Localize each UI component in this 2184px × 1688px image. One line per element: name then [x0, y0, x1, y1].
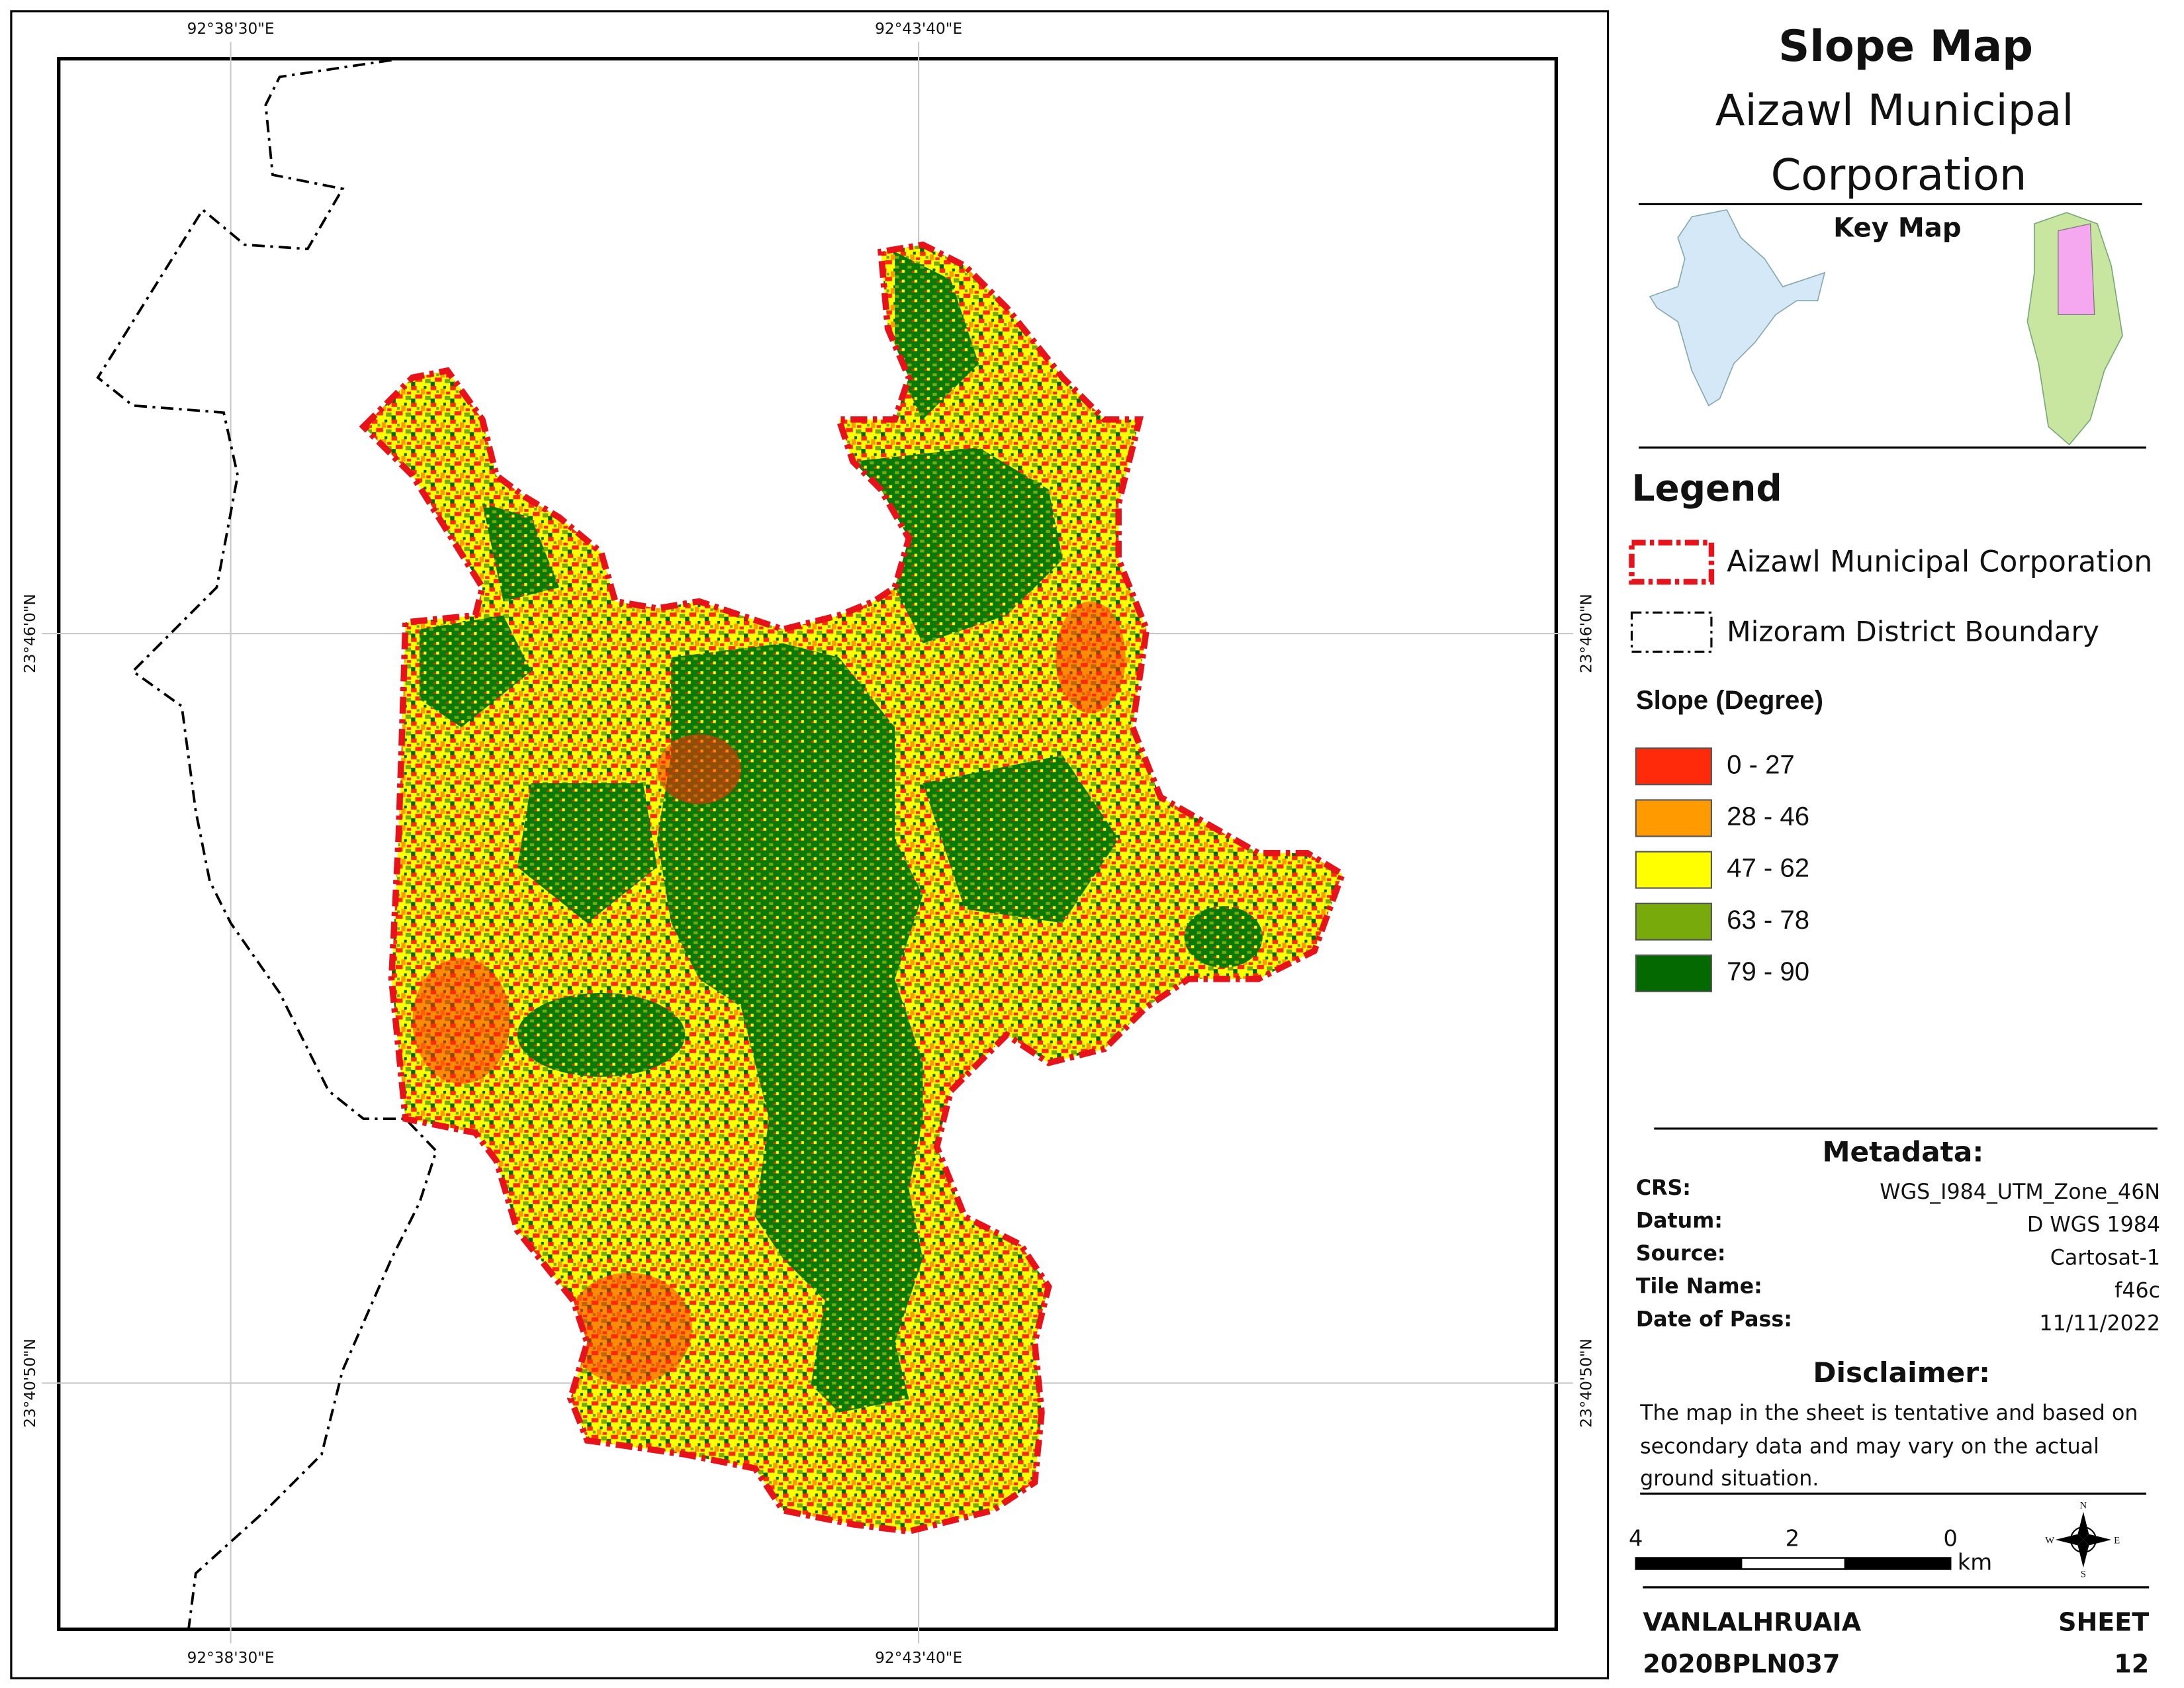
key-map-mizoram	[2026, 212, 2123, 446]
compass-label: N	[2080, 1501, 2087, 1511]
steep-zone	[852, 447, 1063, 643]
flat-zone	[566, 1272, 692, 1385]
slope-swatch	[1635, 902, 1712, 941]
grid-label: 92°43'40"E	[875, 1649, 962, 1667]
scale-label: 2	[1786, 1526, 1800, 1552]
scale-unit: km	[1958, 1549, 1992, 1575]
scale-bar: 4 2 0 km	[1629, 1526, 1992, 1575]
legend-swatch-amc	[1629, 539, 1715, 585]
grid-label: 92°38'30"E	[187, 20, 275, 38]
outer-frame	[10, 10, 1610, 1679]
steep-zone	[517, 783, 657, 923]
arrow-ring	[2070, 1526, 2097, 1554]
grid-label: 23°46'0"N	[1577, 594, 1595, 673]
metadata-title: Metadata:	[1822, 1135, 1983, 1168]
slope-swatch	[1635, 747, 1712, 786]
metadata-value: D WGS 1984	[2027, 1213, 2160, 1237]
key-map-india	[1649, 209, 1826, 406]
steep-zone	[923, 755, 1119, 923]
grid-labels: 92°38'30"E 92°43'40"E 92°38'30"E 92°43'4…	[21, 20, 1595, 1667]
author: VANLALHRUAIA	[1643, 1607, 1861, 1636]
steep-zones	[419, 252, 1263, 1413]
steep-zone	[1184, 906, 1263, 968]
compass-label: S	[2081, 1569, 2086, 1579]
flat-zone	[412, 958, 511, 1084]
slope-label: 79 - 90	[1727, 957, 1809, 986]
flat-zone	[1056, 601, 1126, 714]
metadata-key: Datum:	[1636, 1209, 1723, 1233]
steep-zone	[419, 615, 531, 727]
metadata-key: CRS:	[1636, 1176, 1691, 1200]
arrow-point	[2077, 1540, 2089, 1568]
roll-number: 2020BPLN037	[1643, 1650, 1840, 1679]
metadata-table: CRS: WGS_I984_UTM_Zone_46N Datum: D WGS 198…	[1636, 1176, 2160, 1336]
steep-zone	[657, 643, 923, 1413]
scale-bar-segment	[1635, 1558, 1743, 1570]
scale-label: 0	[1943, 1526, 1958, 1552]
slope-label: 0 - 27	[1727, 749, 1795, 779]
metadata-key: Source:	[1636, 1242, 1726, 1266]
scale-bar-segment	[1844, 1558, 1951, 1570]
sheet-number: 12	[2114, 1650, 2149, 1679]
compass-label: E	[2114, 1536, 2120, 1546]
key-map-aizawl	[2058, 223, 2095, 315]
steep-zone	[482, 503, 560, 602]
sheet-label: SHEET	[2058, 1607, 2149, 1636]
slope-label: 28 - 46	[1727, 802, 1809, 831]
metadata-value: Cartosat-1	[2050, 1246, 2160, 1270]
subtitle: Corporation	[1771, 150, 2027, 200]
legend-label: Aizawl Municipal Corporation	[1727, 545, 2152, 579]
metadata-key: Tile Name:	[1636, 1275, 1762, 1299]
steep-zone	[517, 993, 686, 1077]
steep-zone	[895, 252, 979, 420]
metadata-value: 11/11/2022	[2039, 1312, 2160, 1336]
key-map-title: Key Map	[1833, 212, 1961, 243]
flat-zones	[412, 601, 1126, 1385]
slope-swatch	[1635, 851, 1712, 889]
slope-swatch	[1635, 954, 1712, 992]
arrow-point	[2055, 1534, 2083, 1546]
grid-label: 92°38'30"E	[187, 1649, 275, 1667]
metadata-value: f46c	[2115, 1279, 2160, 1303]
slope-legend: 0 - 27 28 - 46 47 - 62 63 - 78 79 - 90	[1635, 747, 1809, 992]
slope-swatch	[1635, 799, 1712, 837]
north-arrow: N E S W	[2045, 1501, 2120, 1580]
legend-label: Mizoram District Boundary	[1727, 616, 2099, 648]
grid-label: 23°46'0"N	[21, 594, 39, 673]
scale-label: 4	[1629, 1526, 1643, 1552]
title: Slope Map	[1778, 21, 2033, 71]
slope-label: 47 - 62	[1727, 853, 1809, 883]
disclaimer-text: ground situation.	[1640, 1467, 1819, 1491]
slope-label: 63 - 78	[1727, 905, 1809, 935]
legend-swatch-district	[1630, 611, 1713, 653]
compass-label: W	[2045, 1536, 2054, 1546]
metadata-key: Date of Pass:	[1636, 1307, 1792, 1331]
subtitle: Aizawl Municipal	[1715, 85, 2074, 136]
grid-label: 92°43'40"E	[875, 20, 962, 38]
flat-zone	[657, 734, 741, 804]
metadata-value: WGS_I984_UTM_Zone_46N	[1880, 1180, 2160, 1204]
grid-label: 23°40'50"N	[1577, 1338, 1595, 1428]
arrow-point	[2077, 1511, 2089, 1540]
arrow-point	[2083, 1534, 2112, 1546]
legend-title: Legend	[1631, 467, 1782, 510]
slope-legend-title: Slope (Degree)	[1636, 685, 1823, 715]
disclaimer-text: The map in the sheet is tentative and ba…	[1639, 1401, 2138, 1425]
grid-label: 23°40'50"N	[21, 1338, 39, 1428]
disclaimer-title: Disclaimer:	[1813, 1356, 1990, 1389]
disclaimer-text: secondary data and may vary on the actua…	[1640, 1435, 2099, 1459]
